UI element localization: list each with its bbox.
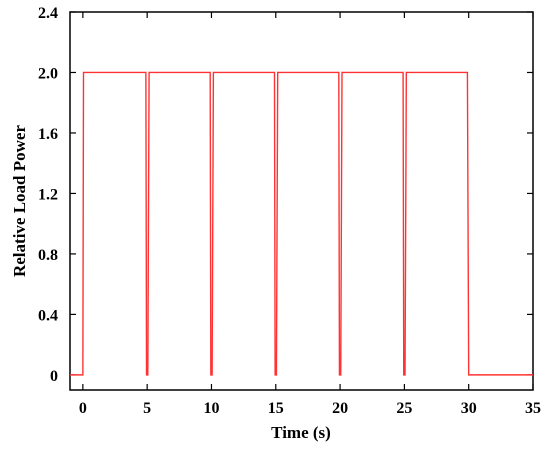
series-layer bbox=[70, 71, 533, 376]
plot-frame bbox=[69, 11, 534, 391]
x-tick-label: 20 bbox=[332, 400, 348, 417]
x-tick-label: 30 bbox=[461, 400, 477, 417]
y-tick-label: 2.4 bbox=[38, 5, 58, 22]
y-axis-title: Relative Load Power bbox=[10, 125, 29, 277]
x-tick-label: 5 bbox=[143, 400, 151, 417]
y-tick-label: 0.8 bbox=[38, 247, 58, 264]
x-tick-label: 35 bbox=[525, 400, 541, 417]
x-tick-label: 0 bbox=[79, 400, 87, 417]
y-tick-label: 1.6 bbox=[38, 126, 58, 143]
x-tick-label: 10 bbox=[203, 400, 219, 417]
axis-ticks: 0 5 10 15 20 25 30 35 0 0.4 0.8 1.2 1.6 2.0 2.4 bbox=[38, 5, 541, 417]
y-tick-label: 0 bbox=[50, 368, 58, 385]
y-tick-label: 1.2 bbox=[38, 186, 58, 203]
x-tick-label: 15 bbox=[268, 400, 284, 417]
y-tick-label: 0.4 bbox=[38, 307, 58, 324]
x-tick-label: 25 bbox=[396, 400, 412, 417]
series-line bbox=[70, 71, 533, 376]
x-axis-title: Time (s) bbox=[271, 423, 331, 442]
y-tick-label: 2.0 bbox=[38, 65, 58, 82]
